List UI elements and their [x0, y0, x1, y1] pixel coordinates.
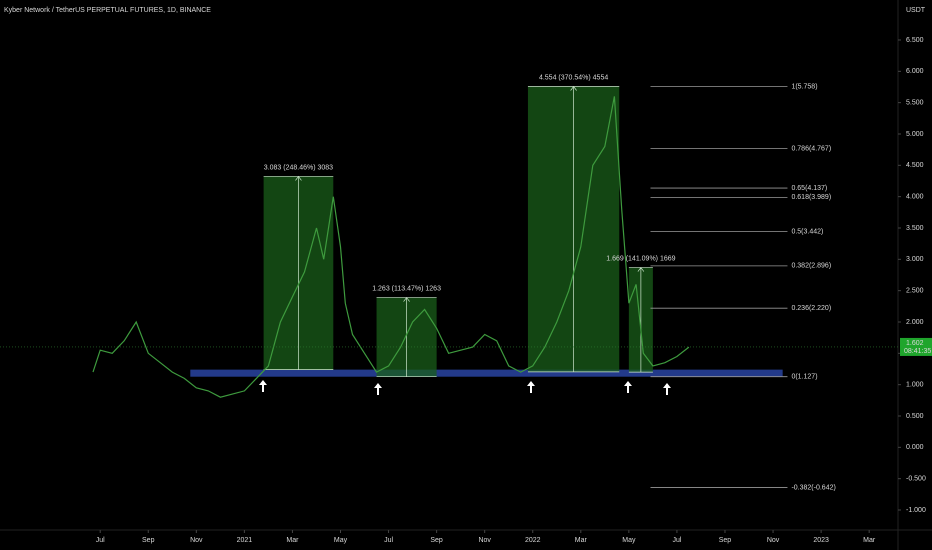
y-tick-label: 0.000 — [906, 444, 924, 451]
range-label: 4.554 (370.54%) 4554 — [539, 74, 608, 81]
range-label: 1.263 (113.47%) 1263 — [372, 285, 441, 292]
arrow — [374, 383, 382, 395]
range-arrowhead — [403, 296, 410, 302]
x-tick-label: Jul — [96, 537, 105, 544]
fib-label: 0.5(3.442) — [791, 228, 823, 235]
range-arrowhead — [637, 266, 645, 272]
y-tick-label: 3.500 — [906, 225, 924, 232]
arrow — [663, 383, 671, 395]
y-tick-label: 2.500 — [906, 288, 924, 295]
x-tick-label: Sep — [719, 537, 732, 544]
price-line — [92, 96, 690, 398]
x-tick-label: Sep — [430, 537, 443, 544]
y-tick-label: 6.000 — [906, 68, 924, 75]
x-tick-label: 2022 — [525, 537, 541, 544]
fib-label: 0.382(2.896) — [791, 263, 831, 270]
x-tick-label: Jul — [672, 537, 681, 544]
y-tick-label: 2.000 — [906, 319, 924, 326]
last-price-box — [900, 337, 932, 356]
x-tick-label: May — [622, 537, 636, 544]
fib-label: 0.65(4.137) — [791, 185, 827, 192]
y-tick-label: 3.000 — [906, 256, 924, 263]
x-tick-label: Nov — [767, 537, 780, 544]
fib-label: 1(5.758) — [791, 83, 817, 90]
fib-label: 0.786(4.767) — [791, 145, 831, 152]
y-tick-label: 4.500 — [906, 162, 924, 169]
support-zone — [190, 369, 783, 377]
x-tick-label: Mar — [863, 537, 876, 544]
x-tick-label: Jul — [384, 537, 393, 544]
x-tick-label: Sep — [142, 537, 155, 544]
range-arrowhead — [295, 175, 302, 181]
countdown-label: 08:41:35 — [904, 348, 931, 355]
x-tick-label: Nov — [190, 537, 203, 544]
y-tick-label: -0.500 — [906, 476, 926, 483]
y-tick-label: 5.000 — [906, 131, 924, 138]
y-tick-label: 4.000 — [906, 194, 924, 201]
arrow — [624, 381, 632, 393]
fib-label: -0.382(-0.642) — [791, 484, 835, 491]
x-tick-label: Mar — [575, 537, 588, 544]
chart-title: Kyber Network / TetherUS PERPETUAL FUTUR… — [4, 7, 211, 14]
x-tick-label: Mar — [286, 537, 299, 544]
range-label: 3.083 (248.46%) 3083 — [264, 164, 333, 171]
fib-label: 0(1.127) — [791, 374, 817, 381]
arrow — [527, 381, 535, 393]
range-label: 1.669 (141.09%) 1669 — [606, 255, 675, 262]
x-tick-label: 2021 — [237, 537, 253, 544]
x-tick-label: May — [334, 537, 348, 544]
x-tick-label: 2023 — [813, 537, 829, 544]
fib-label: 0.618(3.989) — [791, 194, 831, 201]
y-axis-label: USDT — [906, 7, 926, 14]
arrow — [259, 380, 267, 392]
range-arrowhead — [570, 85, 577, 91]
y-tick-label: 6.500 — [906, 37, 924, 44]
y-tick-label: 5.500 — [906, 99, 924, 106]
y-tick-label: 0.500 — [906, 413, 924, 420]
x-tick-label: Nov — [478, 537, 491, 544]
y-tick-label: 1.000 — [906, 382, 924, 389]
last-price-label: 1.602 — [906, 340, 924, 347]
fib-label: 0.236(2.220) — [791, 305, 831, 312]
y-tick-label: -1.000 — [906, 507, 926, 514]
arrows — [259, 380, 671, 395]
